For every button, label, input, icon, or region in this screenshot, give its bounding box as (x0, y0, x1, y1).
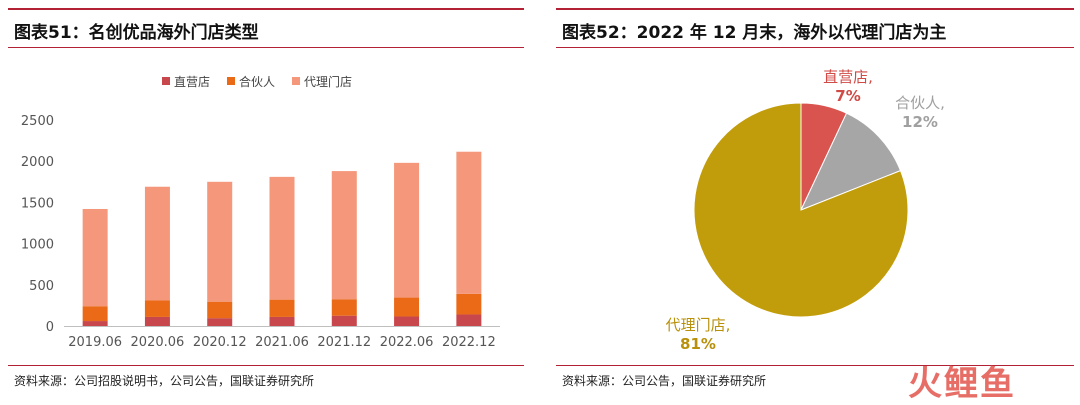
y-tick-label: 2000 (21, 155, 54, 170)
x-tick-label: 2021.06 (255, 335, 309, 350)
bar-segment (331, 299, 357, 316)
pie-chart: 直营店,7% 合伙人,12% 代理门店,81% (666, 68, 945, 353)
bar-segment (269, 316, 295, 326)
legend-label: 直营店 (174, 75, 210, 89)
bar-segment (207, 181, 233, 302)
pie-label-pct: 12% (902, 113, 938, 131)
bar-segment (82, 306, 108, 322)
x-tick-label: 2022.12 (442, 335, 496, 350)
bar-segment (394, 162, 420, 298)
bar-segment (331, 171, 357, 300)
bar-segment (207, 301, 233, 319)
bar-segment (394, 297, 420, 317)
source-rule (556, 365, 1074, 366)
bar-segment (331, 315, 357, 326)
y-tick-label: 0 (46, 320, 54, 335)
pie-label-name: 直营店, (823, 68, 873, 86)
bar-segment (269, 299, 295, 317)
x-tick-label: 2019.06 (68, 335, 122, 350)
bar-segment (456, 314, 482, 326)
top-rule (8, 8, 524, 10)
y-tick-label: 1500 (21, 196, 54, 211)
y-tick-label: 1000 (21, 238, 54, 253)
right-chart-panel: 图表52：2022 年 12 月末，海外以代理门店为主 直营店, 7% 合伙人, 12… (548, 0, 1080, 405)
x-tick-label: 2020.12 (193, 335, 247, 350)
legend-swatch (227, 77, 235, 85)
bar-segment (82, 321, 108, 326)
bar-segment (82, 208, 108, 307)
bar-segment (269, 176, 295, 300)
watermark-logo: 火鲤鱼 (908, 364, 1016, 404)
bar-segment (394, 316, 420, 326)
stacked-bar-chart: 直营店 合伙人 代理门店 0 500 1000 1500 2000 2500 2019.06 202… (21, 74, 500, 350)
x-tick-label: 2020.06 (131, 335, 185, 350)
chart-title: 图表51：名创优品海外门店类型 (14, 23, 259, 43)
bar-segment (144, 300, 170, 317)
bar-segment (207, 318, 233, 326)
pie-slice (693, 102, 909, 318)
y-tick-label: 2500 (21, 114, 54, 129)
pie-label-name: 代理门店, (666, 316, 731, 334)
pie-slice (800, 112, 902, 211)
pie-label-name: 合伙人, (895, 94, 945, 112)
x-tick-label: 2022.06 (380, 335, 434, 350)
pie-label-pct: 81% (680, 335, 716, 353)
title-rule (8, 47, 524, 48)
bar-segment (456, 151, 482, 294)
top-rule (556, 8, 1074, 10)
y-tick-label: 500 (29, 279, 54, 294)
source-note: 资料来源：公司招股说明书，公司公告，国联证券研究所 (14, 374, 315, 388)
left-chart-panel: 图表51：名创优品海外门店类型 直营店 合伙人 代理门店 0 500 1000 1500 20… (0, 0, 530, 405)
bar-segment (144, 186, 170, 301)
x-tick-label: 2021.12 (317, 335, 371, 350)
pie-label-pct: 7% (835, 87, 860, 105)
bar-segment (456, 293, 482, 315)
source-note: 资料来源：公司公告，国联证券研究所 (562, 374, 767, 388)
legend-label: 合伙人 (239, 74, 275, 89)
source-rule (8, 365, 524, 366)
legend-swatch (162, 77, 170, 85)
chart-title: 图表52：2022 年 12 月末，海外以代理门店为主 (562, 23, 947, 43)
legend-swatch (292, 77, 300, 85)
legend-label: 代理门店 (304, 74, 352, 89)
title-rule (556, 47, 1074, 48)
bar-segment (144, 316, 170, 326)
